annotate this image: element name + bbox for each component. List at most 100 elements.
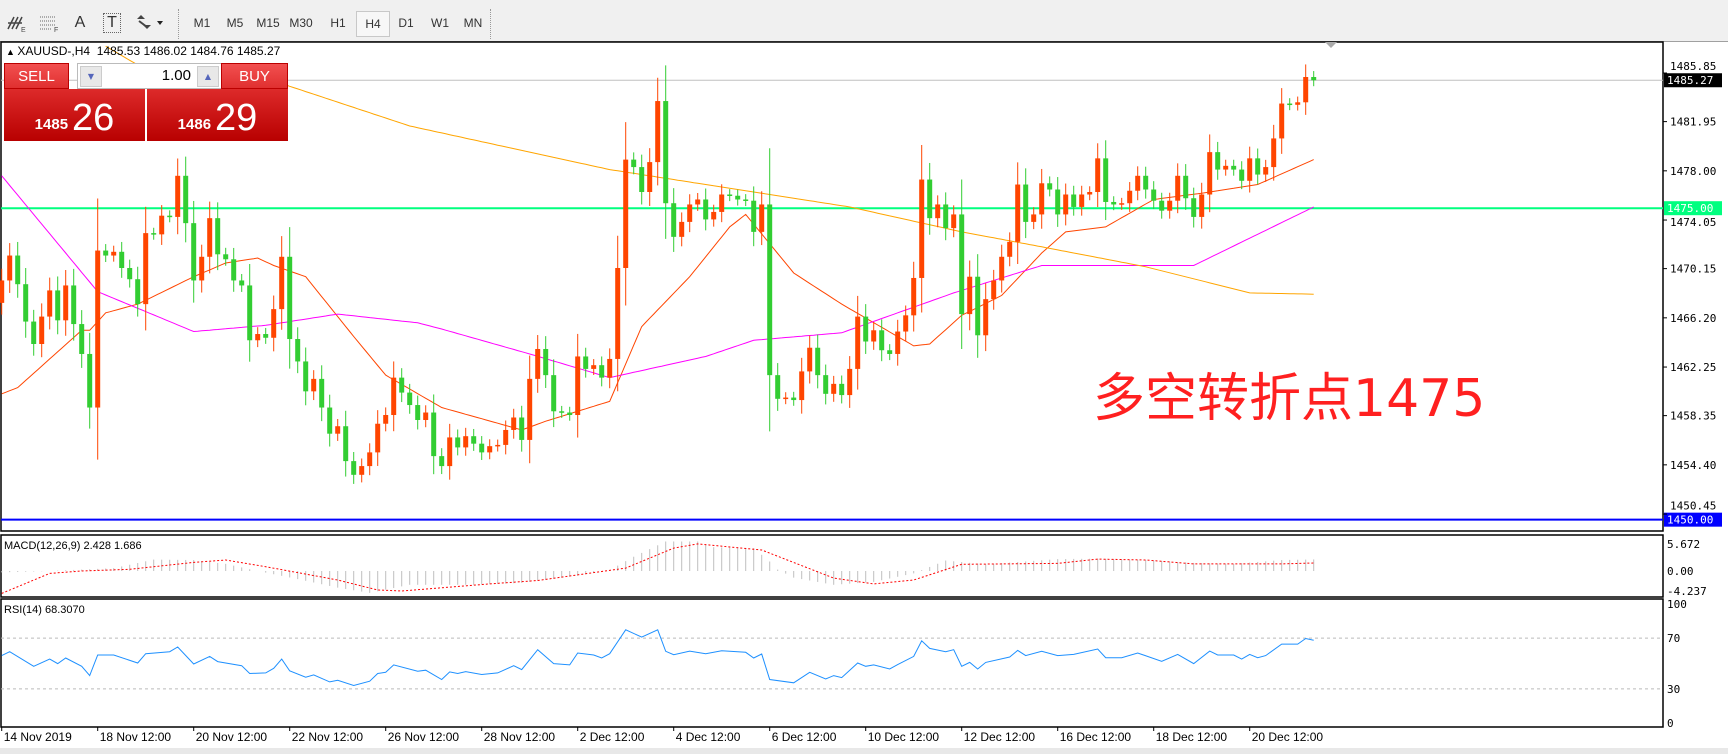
- candle: [39, 303, 45, 358]
- candle: [63, 269, 69, 336]
- volume-input[interactable]: 1.00: [161, 67, 191, 84]
- sell-button[interactable]: SELL: [4, 63, 69, 89]
- candle: [743, 194, 749, 207]
- buy-button[interactable]: BUY: [221, 63, 288, 89]
- candle-body: [615, 267, 621, 359]
- candle: [583, 347, 589, 378]
- arrows-dropdown-icon[interactable]: [130, 11, 170, 35]
- candle: [1223, 159, 1229, 176]
- candle-body: [239, 280, 245, 286]
- timeframe-mn[interactable]: MN: [463, 16, 483, 30]
- timeframe-m30[interactable]: M30: [289, 16, 313, 30]
- candle-body: [23, 284, 29, 322]
- candle: [895, 319, 901, 366]
- macd-tick-label: 5.672: [1667, 538, 1700, 551]
- candle: [215, 202, 221, 271]
- candle: [31, 309, 37, 356]
- candle: [367, 443, 373, 476]
- candle-body: [1247, 158, 1253, 181]
- candle-body: [647, 162, 653, 193]
- level-label-bg: [1664, 73, 1722, 88]
- candle: [791, 391, 797, 406]
- candle: [1023, 168, 1029, 239]
- candle: [327, 394, 333, 447]
- timeframe-h1[interactable]: H1: [330, 16, 346, 30]
- candle: [927, 162, 933, 235]
- candle-body: [1199, 194, 1205, 217]
- chart-scrollbar[interactable]: [0, 748, 1728, 754]
- candle-body: [343, 426, 349, 462]
- candle-body: [111, 251, 117, 256]
- candle-body: [439, 456, 445, 467]
- candle-body: [695, 199, 701, 205]
- candle-body: [55, 290, 61, 321]
- candle: [319, 365, 325, 422]
- timeframe-m15[interactable]: M15: [256, 16, 280, 30]
- candle-body: [351, 461, 357, 475]
- candle-body: [727, 194, 733, 196]
- candle-body: [807, 347, 813, 372]
- candle: [575, 333, 581, 438]
- rsi-tick-label: 0: [1667, 717, 1674, 730]
- candle-body: [335, 426, 341, 434]
- candle: [95, 198, 101, 460]
- candle-body: [1207, 152, 1213, 195]
- candle-body: [855, 316, 861, 369]
- text-label-icon[interactable]: T: [98, 11, 126, 35]
- timeframe-w1[interactable]: W1: [431, 16, 449, 30]
- candle: [1127, 182, 1133, 212]
- candle-body: [599, 365, 605, 378]
- candle-body: [623, 159, 629, 268]
- candle-body: [535, 348, 541, 379]
- text-icon[interactable]: A: [74, 14, 86, 31]
- y-tick-label: 1454.40: [1670, 459, 1716, 472]
- candle: [455, 429, 461, 456]
- candle: [1071, 185, 1077, 216]
- candle-body: [471, 436, 477, 444]
- candle-body: [1263, 167, 1269, 175]
- candle: [1271, 124, 1277, 181]
- y-tick-label: 1481.95: [1670, 116, 1716, 129]
- candle: [911, 261, 917, 332]
- buy-price-button[interactable]: 1486 29: [147, 89, 288, 141]
- candle-body: [927, 179, 933, 219]
- candle: [23, 267, 29, 338]
- candle: [175, 158, 181, 235]
- timeframe-h4[interactable]: H4: [356, 11, 390, 37]
- level-label: 1450.00: [1667, 514, 1713, 527]
- candle-body: [711, 211, 717, 220]
- elliott-wave-icon[interactable]: E: [2, 11, 32, 35]
- candle-body: [607, 358, 613, 378]
- candle: [1055, 177, 1061, 227]
- candle: [255, 327, 261, 348]
- sell-price-big: 1485: [34, 116, 69, 133]
- volume-decrease-button[interactable]: ▼: [80, 66, 102, 87]
- candle: [783, 392, 789, 405]
- volume-increase-button[interactable]: ▲: [197, 66, 219, 87]
- sell-price-button[interactable]: 1485 26: [4, 89, 145, 141]
- candle: [1239, 161, 1245, 190]
- candle-body: [639, 167, 645, 193]
- fibonacci-icon[interactable]: F: [34, 11, 64, 35]
- candle-body: [1287, 103, 1293, 106]
- candle-body: [47, 290, 53, 317]
- timeframe-d1[interactable]: D1: [398, 16, 414, 30]
- candle-body: [127, 267, 133, 280]
- candle: [839, 375, 845, 404]
- candle-body: [1007, 241, 1013, 257]
- candle: [799, 357, 805, 414]
- timeframe-m1[interactable]: M1: [193, 16, 211, 30]
- collapse-triangle-icon[interactable]: ▲: [6, 47, 18, 57]
- candle-body: [511, 417, 517, 430]
- candle: [183, 156, 189, 243]
- candle-body: [7, 255, 13, 281]
- candle: [1015, 162, 1021, 265]
- candle: [519, 405, 525, 452]
- candle: [863, 304, 869, 354]
- candle: [1151, 181, 1157, 210]
- candle: [999, 244, 1005, 293]
- candle-body: [863, 316, 869, 342]
- candle: [855, 295, 861, 390]
- timeframe-m5[interactable]: M5: [226, 16, 244, 30]
- candle-body: [799, 371, 805, 401]
